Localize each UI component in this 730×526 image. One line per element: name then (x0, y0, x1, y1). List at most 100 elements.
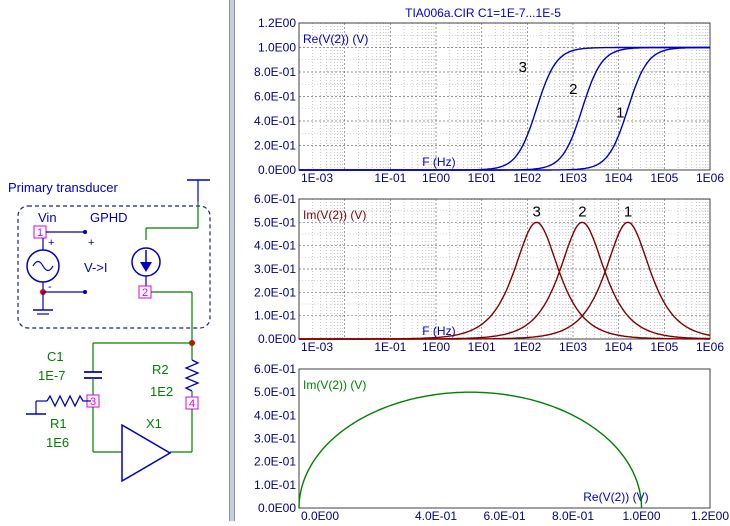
pin-minus (83, 290, 87, 294)
r1-value: 1E6 (46, 435, 69, 450)
x1-name: X1 (146, 416, 162, 431)
series-1-curve (299, 46, 710, 171)
vi-label: V->I (84, 260, 108, 275)
panel-splitter[interactable] (229, 0, 235, 521)
x-tick-label: 1E01 (468, 340, 496, 354)
gphd-label: GPHD (90, 210, 128, 225)
plot-panel: TIA006a.CIR C1=1E-7...1E-5 0.0E00 2.0E-01… (235, 0, 730, 523)
x-tick-label: 1E-01 (374, 171, 406, 185)
plot-frame (298, 368, 711, 509)
y-axis-label: Re(V(2)) (V) (303, 32, 368, 46)
y-tick-label: 5.0E-01 (254, 215, 296, 229)
r2-value: 1E2 (150, 384, 173, 399)
series-1-curve (299, 221, 711, 340)
r2-name: R2 (152, 362, 169, 377)
vin-label: Vin (38, 210, 57, 225)
x-tick-label: 1.0E00 (622, 509, 660, 521)
node-3-label: 3 (90, 396, 96, 408)
x-tick-label: 1E02 (513, 171, 541, 185)
y-tick-label: 1.2E00 (258, 16, 296, 30)
x-tick-label: 1E-03 (301, 340, 333, 354)
opamp-triangle-icon (121, 423, 172, 483)
y-tick-label: 2.0E-01 (254, 455, 296, 469)
resistor-r1-icon (46, 394, 91, 408)
transducer-block-label: Primary transducer (8, 180, 118, 195)
x-tick-label: 1E01 (468, 171, 496, 185)
y-tick-label: 1.0E-01 (254, 478, 296, 492)
plot-title: TIA006a.CIR C1=1E-7...1E-5 (405, 6, 561, 20)
y-tick-label: 1.0E-01 (254, 309, 296, 323)
node-1-label: 1 (37, 227, 43, 239)
x-tick-label: 1E04 (605, 340, 633, 354)
x-axis-label: Re(V(2)) (V) (583, 490, 648, 504)
schematic-canvas: Primary transducer Vin GPHD 1 + + - V->I… (8, 179, 211, 483)
current-arrow-head-icon (140, 262, 152, 272)
plot-canvas: TIA006a.CIR C1=1E-7...1E-5 0.0E00 2.0E-01… (254, 6, 729, 523)
nyquist-chart: 0.0E00 1.0E-01 2.0E-01 3.0E-01 4.0E-01 5.0E-0… (254, 362, 729, 523)
sine-wave-icon (32, 260, 54, 272)
node-4-label: 4 (189, 398, 195, 410)
series-2-curve (299, 221, 710, 340)
y-tick-label: 8.0E-01 (254, 65, 296, 79)
x-tick-label: 1.2E00 (691, 509, 729, 521)
x-tick-label: 1E06 (696, 171, 724, 185)
x-tick-label: 8.0E-01 (552, 509, 594, 521)
vin-plus-sign: + (48, 237, 54, 249)
r1-name: R1 (50, 416, 67, 431)
x-tick-label: 1E05 (650, 171, 678, 185)
x-tick-label: 1E05 (650, 340, 678, 354)
y-axis-label: Im(V(2)) (V) (303, 378, 366, 392)
pin-plus (83, 230, 87, 234)
c1-value: 1E-7 (38, 368, 65, 383)
x-tick-label: 0.0E00 (301, 509, 339, 521)
x-tick-label: 4.0E-01 (415, 509, 457, 521)
y-tick-label: 4.0E-01 (254, 114, 296, 128)
c1-name: C1 (47, 349, 64, 364)
series-3-label: 3 (519, 59, 527, 76)
y-tick-label: 3.0E-01 (254, 262, 296, 276)
series-3-curve (299, 46, 710, 171)
y-tick-label: 4.0E-01 (254, 408, 296, 422)
y-tick-label: 0.0E00 (258, 163, 296, 177)
gphd-plus-sign: + (88, 237, 94, 249)
series-2-curve (299, 46, 710, 171)
node-2-label: 2 (142, 287, 148, 299)
series-1-label: 1 (616, 104, 624, 121)
imag-part-chart: 0.0E00 1.0E-01 2.0E-01 3.0E-01 4.0E-01 5.0E-0… (254, 192, 724, 354)
x-tick-label: 1E-01 (374, 340, 406, 354)
schematic-panel: Primary transducer Vin GPHD 1 + + - V->I… (0, 0, 229, 521)
y-axis-label: Im(V(2)) (V) (303, 208, 366, 222)
x-tick-label: 6.0E-01 (483, 509, 525, 521)
x-tick-label: 1E03 (559, 340, 587, 354)
y-tick-label: 5.0E-01 (254, 385, 296, 399)
x-tick-label: 1E04 (605, 171, 633, 185)
y-tick-label: 6.0E-01 (254, 362, 296, 376)
y-tick-label: 6.0E-01 (254, 90, 296, 104)
vin-minus-sign: - (48, 281, 52, 293)
series-2-label: 2 (569, 81, 577, 98)
y-tick-label: 0.0E00 (258, 501, 296, 515)
y-tick-label: 2.0E-01 (254, 139, 296, 153)
x-tick-label: 1E00 (422, 340, 450, 354)
transducer-block-outline (17, 205, 211, 329)
x-axis-label: F (Hz) (422, 324, 455, 338)
nyquist-curve (298, 391, 643, 508)
y-tick-label: 2.0E-01 (254, 285, 296, 299)
y-tick-label: 0.0E00 (258, 332, 296, 346)
y-tick-label: 4.0E-01 (254, 239, 296, 253)
x-tick-label: 1E06 (696, 340, 724, 354)
x-axis-label: F (Hz) (422, 155, 455, 169)
x-tick-label: 1E02 (513, 340, 541, 354)
series-1-label: 1 (624, 203, 632, 220)
y-tick-label: 3.0E-01 (254, 432, 296, 446)
real-part-chart: 0.0E00 2.0E-01 4.0E-01 6.0E-01 8.0E-01 1.0E00… (254, 16, 724, 185)
x-tick-label: 1E-03 (301, 171, 333, 185)
x-tick-label: 1E00 (422, 171, 450, 185)
y-tick-label: 1.0E00 (258, 41, 296, 55)
series-3-label: 3 (533, 203, 541, 220)
resistor-r2-icon (184, 359, 200, 392)
y-tick-label: 6.0E-01 (254, 192, 296, 206)
x-tick-label: 1E03 (559, 171, 587, 185)
series-2-label: 2 (578, 203, 586, 220)
series-3-curve (299, 221, 710, 340)
